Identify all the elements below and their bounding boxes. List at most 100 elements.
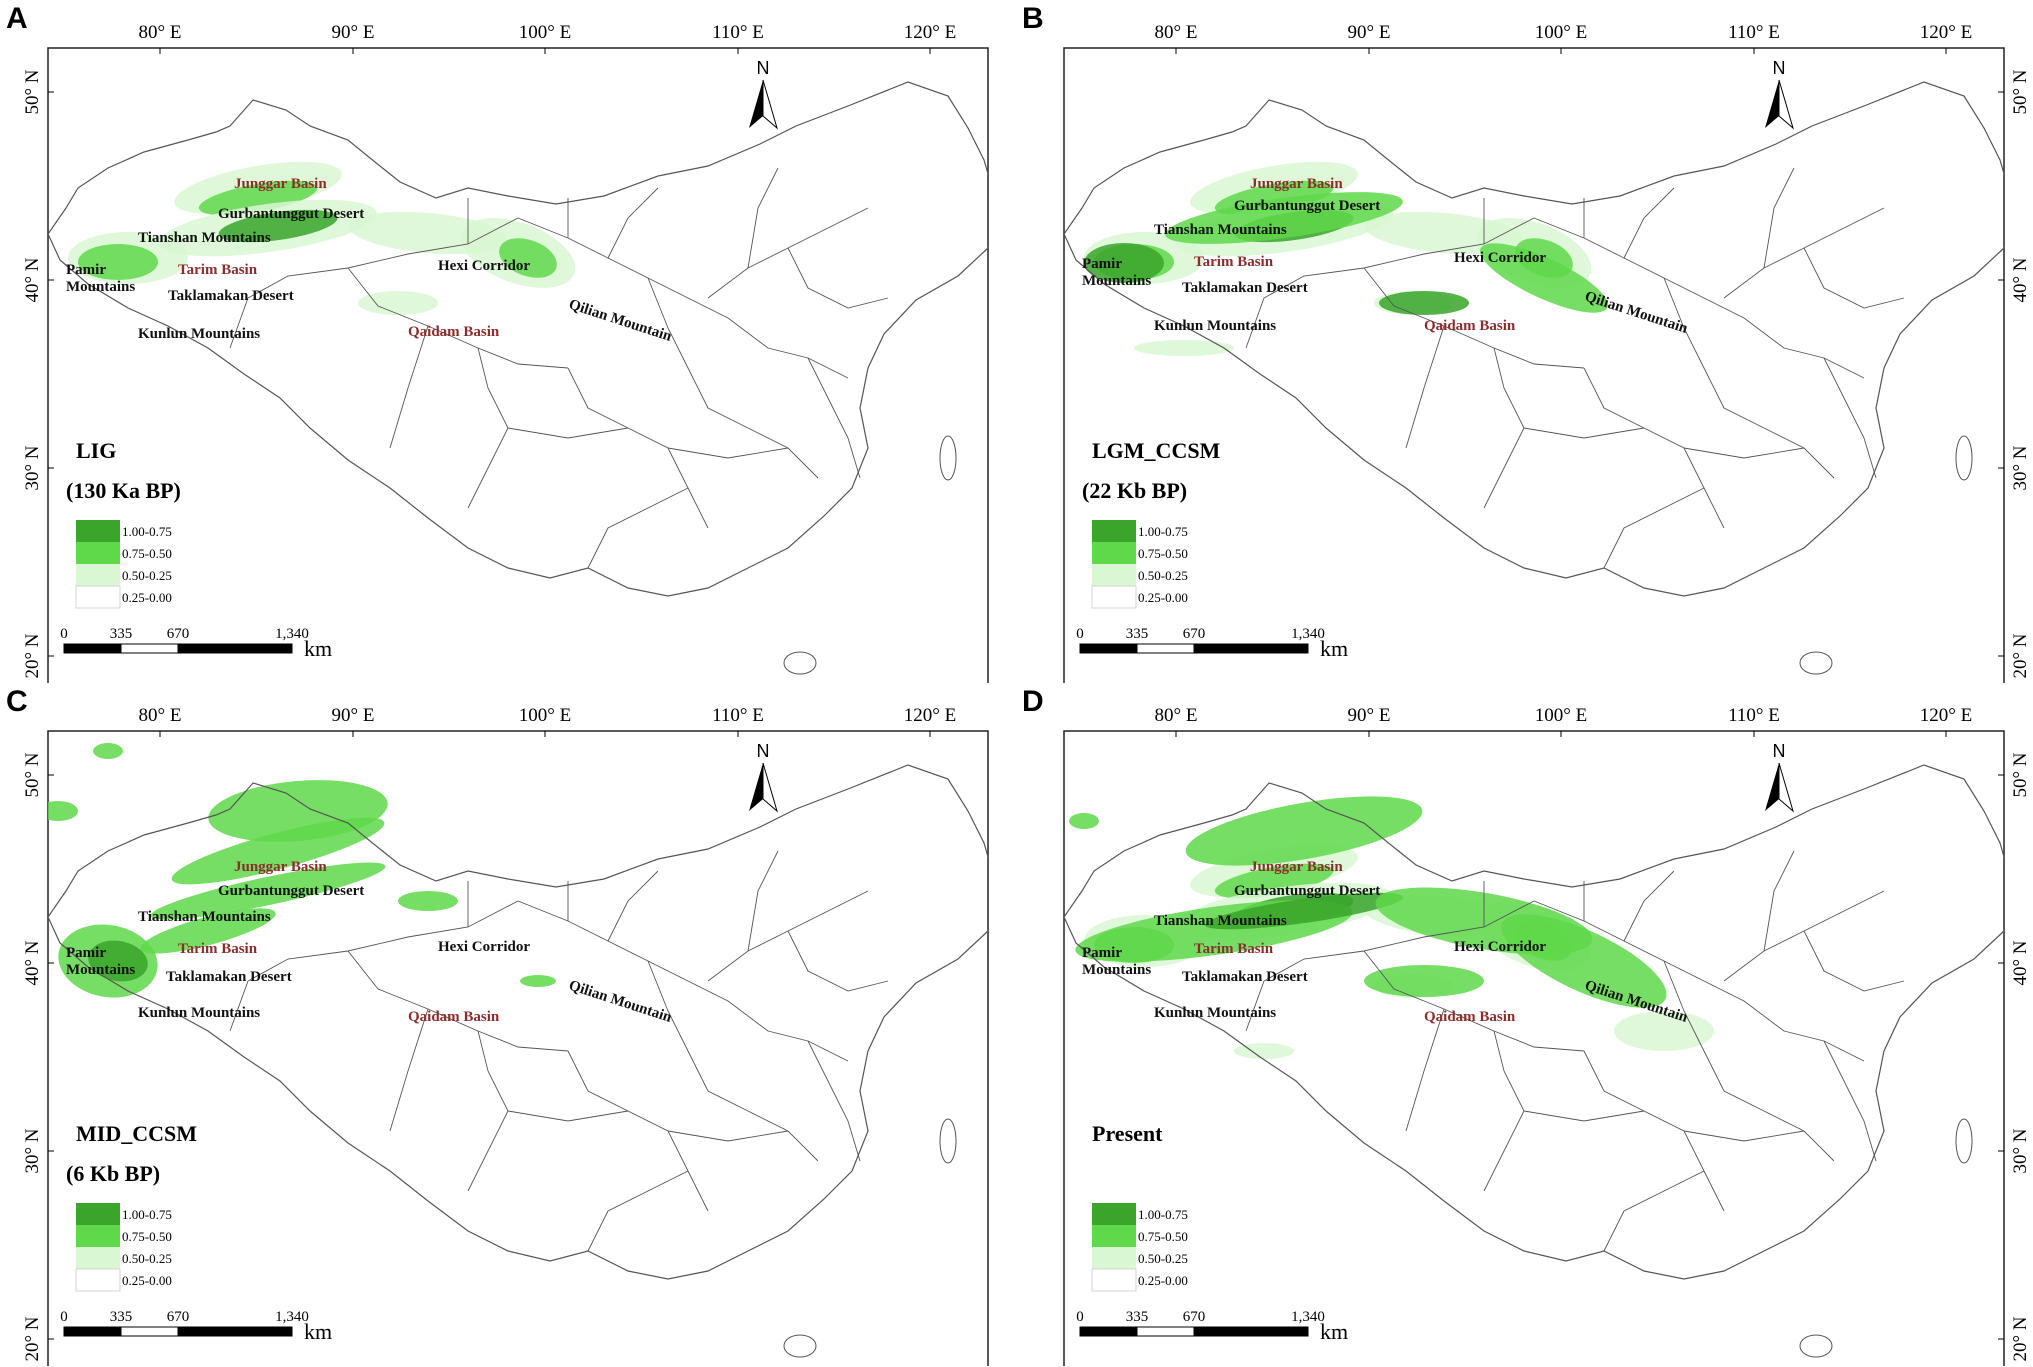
place-label-tianshan: Tianshan Mountains <box>138 230 271 246</box>
province-border <box>1763 850 1795 952</box>
suitability-patch <box>140 908 276 954</box>
legend-swatch <box>76 542 120 564</box>
province-border <box>1823 1040 1877 1162</box>
legend-swatch <box>1092 1203 1136 1225</box>
lon-label: 80° E <box>139 705 182 726</box>
legend-swatch <box>76 564 120 586</box>
legend-label: 0.50-0.25 <box>122 1251 172 1266</box>
province-border <box>1363 267 1585 369</box>
province-border <box>347 267 569 369</box>
lat-label: 20° N <box>22 633 43 678</box>
place-label-gurban: Gurbantunggut Desert <box>1234 198 1380 214</box>
scale-bar-segment <box>1193 643 1309 654</box>
place-label-qaidam: Qaidam Basin <box>1424 318 1516 334</box>
place-label-kunlun: Kunlun Mountains <box>1154 318 1276 334</box>
lon-label: 90° E <box>332 22 375 43</box>
scale-tick: 0 <box>60 626 68 642</box>
legend-label: 1.00-0.75 <box>122 1207 172 1222</box>
panel-letter: B <box>1022 2 1044 35</box>
place-label-taklamakan: Taklamakan Desert <box>1182 969 1308 985</box>
lat-label: 40° N <box>2010 940 2031 985</box>
suitability-patch <box>1134 340 1234 356</box>
province-border <box>747 167 779 269</box>
scale-tick: 670 <box>167 626 190 642</box>
place-label-junggar: Junggar Basin <box>1250 859 1343 875</box>
province-border <box>1623 187 1675 259</box>
legend-swatch <box>1091 1268 1137 1292</box>
lon-label: 90° E <box>1348 705 1391 726</box>
lat-label: 30° N <box>2010 1128 2031 1173</box>
scale-unit: km <box>304 1319 332 1344</box>
map-svg: Junggar Basin Gurbantunggut Desert Tiansha… <box>22 705 989 1366</box>
legend-label: 1.00-0.75 <box>122 524 172 539</box>
place-label-pamir: Pamir Mountains <box>1082 945 1151 978</box>
lat-label: 40° N <box>2010 257 2031 302</box>
place-label-qaidam: Qaidam Basin <box>1424 1009 1516 1025</box>
place-label-taklamakan: Taklamakan Desert <box>168 288 294 304</box>
period-label: Present <box>1092 1121 1163 1146</box>
panel-letter: A <box>6 2 28 35</box>
legend-swatch <box>1092 1225 1136 1247</box>
scale-bar-segment <box>1193 1326 1309 1337</box>
suitability-patch <box>1185 796 1423 866</box>
suitability-patch <box>520 975 556 987</box>
province-border <box>1523 427 1645 439</box>
province-border <box>1683 447 1805 459</box>
panel-letter: C <box>6 685 28 718</box>
lon-label: 120° E <box>904 705 956 726</box>
place-label-gurban: Gurbantunggut Desert <box>1234 883 1380 899</box>
lon-label: 120° E <box>904 22 956 43</box>
scale-tick: 1,340 <box>275 626 309 642</box>
lat-label: 20° N <box>22 1316 43 1361</box>
scale-tick: 335 <box>110 1309 133 1325</box>
legend-swatch <box>1091 585 1137 609</box>
north-label: N <box>757 58 770 78</box>
scale-tick: 0 <box>1076 626 1084 642</box>
scale-tick: 670 <box>1183 626 1206 642</box>
legend-swatch <box>76 1247 120 1269</box>
province-border <box>1743 1000 1865 1062</box>
lon-label: 110° E <box>712 705 764 726</box>
place-label-hexi: Hexi Corridor <box>438 939 530 955</box>
scale-tick: 670 <box>1183 1309 1206 1325</box>
legend-swatch <box>1092 564 1136 586</box>
scale-tick: 335 <box>1126 626 1149 642</box>
suitability-patch <box>1379 291 1469 315</box>
province-border <box>389 1008 429 1132</box>
country-border <box>1064 764 2004 1280</box>
scale-bar-segment <box>1079 1326 1138 1337</box>
province-border <box>517 217 729 319</box>
scale-tick: 1,340 <box>1291 1309 1325 1325</box>
lat-label: 20° N <box>2010 633 2031 678</box>
place-label-hexi: Hexi Corridor <box>1454 939 1546 955</box>
lon-label: 110° E <box>1728 705 1780 726</box>
legend-label: 0.75-0.50 <box>1138 546 1188 561</box>
place-label-hexi: Hexi Corridor <box>1454 250 1546 266</box>
lat-label: 30° N <box>22 1128 43 1173</box>
province-border <box>1823 357 1877 479</box>
province-border <box>517 900 729 1002</box>
suitability-patch <box>398 891 458 911</box>
lat-label: 40° N <box>22 257 43 302</box>
province-border <box>1663 960 1765 1112</box>
suitability-patch <box>1069 813 1099 829</box>
lon-label: 100° E <box>519 705 571 726</box>
scale-bar-segment <box>1079 643 1138 654</box>
suitability-patch <box>78 244 158 280</box>
scale-tick: 670 <box>167 1309 190 1325</box>
lon-label: 120° E <box>1920 705 1972 726</box>
legend-swatch <box>75 585 121 609</box>
scale-tick: 1,340 <box>1291 626 1325 642</box>
age-label: (6 Kb BP) <box>66 1161 160 1186</box>
hainan-island <box>1799 1334 1833 1358</box>
scale-tick: 335 <box>110 626 133 642</box>
province-border <box>389 325 429 449</box>
province-border <box>1763 167 1795 269</box>
taiwan-island <box>1955 1118 1973 1164</box>
suitability-patch <box>358 291 438 315</box>
north-arrow-half <box>1778 79 1794 130</box>
province-border <box>587 487 689 569</box>
north-label: N <box>757 741 770 761</box>
place-label-kunlun: Kunlun Mountains <box>1154 1005 1276 1021</box>
lon-label: 110° E <box>1728 22 1780 43</box>
